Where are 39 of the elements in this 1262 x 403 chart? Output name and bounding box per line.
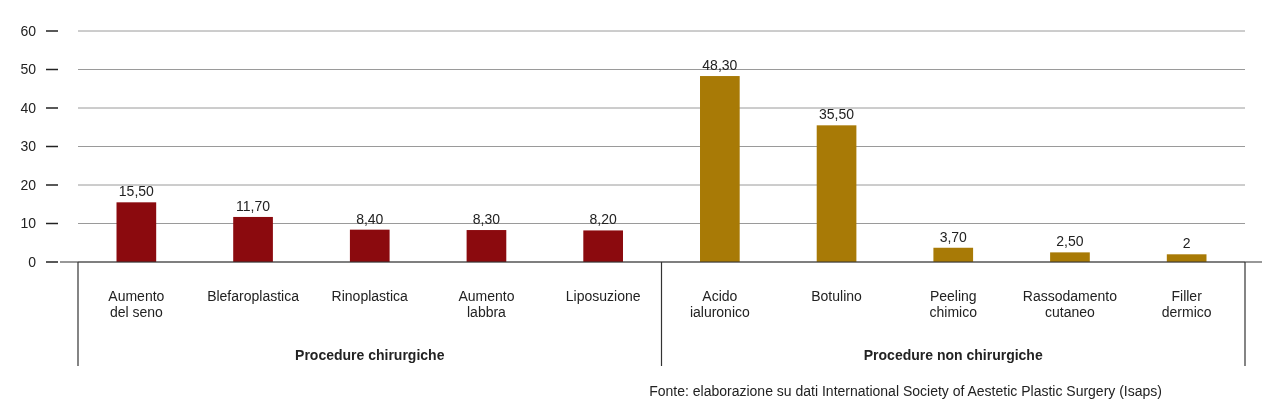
data-label: 48,30 (702, 57, 738, 74)
bar (933, 247, 974, 262)
data-label: 3,70 (939, 228, 968, 245)
data-label: 2 (1182, 235, 1191, 252)
source-note: Fonte: elaborazione su dati International Society of Aestetic Plastic Surgery (Isaps) (649, 383, 1162, 399)
y-tick-label: 0 (28, 253, 37, 270)
bar (233, 216, 273, 262)
x-tick-label: Rassodamento cutaneo (1022, 288, 1118, 320)
data-label: 15,50 (118, 183, 155, 200)
bar (116, 202, 157, 262)
data-label: 11,70 (236, 197, 271, 214)
x-tick-label: Filler dermico (1161, 288, 1212, 320)
x-tick-label: Rinoplastica (331, 288, 409, 304)
bar (1050, 252, 1090, 262)
bar (700, 76, 740, 262)
text: Procedure chirurgiche (295, 347, 445, 363)
y-tick-label: 30 (20, 138, 37, 155)
bar (583, 230, 623, 262)
data-label: 2,50 (1056, 233, 1084, 250)
y-tick-label: 10 (20, 215, 37, 232)
x-tick-label: Peeling chimico (929, 288, 978, 320)
data-label: 35,50 (819, 106, 855, 123)
y-tick-label: 40 (20, 99, 37, 116)
x-tick-label: Botulino (811, 288, 863, 304)
data-label: 8,30 (472, 211, 501, 228)
x-tick-label: Blefaroplastica (207, 288, 300, 304)
data-label: 8,20 (589, 211, 617, 228)
y-tick-label: 20 (20, 176, 37, 193)
text: Procedure non chirurgiche (863, 347, 1043, 363)
data-label: 8,40 (356, 210, 384, 227)
y-tick-label: 60 (20, 22, 37, 39)
bar (349, 229, 390, 262)
bar (466, 230, 507, 262)
x-tick-label: Liposuzione (565, 288, 641, 304)
x-tick-label: Aumento del seno (108, 288, 165, 320)
x-tick-label: Aumento labbra (458, 288, 515, 320)
y-tick-label: 50 (20, 61, 37, 78)
x-tick-label: Acido ialuronico (689, 288, 751, 320)
bar (816, 125, 857, 262)
